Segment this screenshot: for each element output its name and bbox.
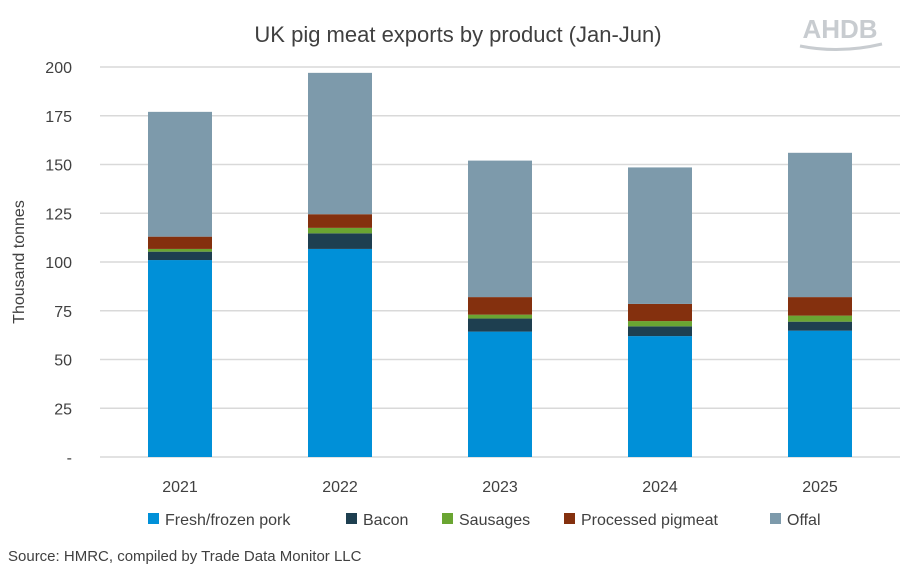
legend-label: Fresh/frozen pork bbox=[165, 512, 291, 529]
y-tick-label: 100 bbox=[45, 255, 72, 272]
y-tick-label: 25 bbox=[54, 401, 72, 418]
bar-segment-processed-pigmeat bbox=[148, 236, 212, 249]
legend-swatch bbox=[442, 513, 453, 524]
bar-segment-processed-pigmeat bbox=[468, 297, 532, 315]
y-tick-label: 175 bbox=[45, 109, 72, 126]
x-tick-label: 2025 bbox=[802, 479, 838, 496]
y-axis-label: Thousand tonnes bbox=[11, 200, 28, 324]
legend-item: Bacon bbox=[346, 512, 408, 529]
y-tick-label: - bbox=[67, 450, 72, 467]
legend-item: Sausages bbox=[442, 512, 530, 529]
bar-segment-sausages bbox=[148, 248, 212, 252]
bar-segment-bacon bbox=[628, 326, 692, 337]
y-tick-label: 50 bbox=[54, 353, 72, 370]
bar-segment-bacon bbox=[788, 321, 852, 331]
legend-item: Fresh/frozen pork bbox=[148, 512, 291, 529]
bar-segment-fresh-frozen-pork bbox=[628, 336, 692, 457]
legend-swatch bbox=[148, 513, 159, 524]
bar-segment-bacon bbox=[308, 233, 372, 249]
bar-segment-sausages bbox=[308, 227, 372, 234]
bar-segment-offal bbox=[308, 72, 372, 215]
bar-segment-sausages bbox=[468, 314, 532, 319]
bar-segment-offal bbox=[788, 152, 852, 298]
legend-swatch bbox=[770, 513, 781, 524]
bar-segment-offal bbox=[468, 160, 532, 298]
legend-item: Offal bbox=[770, 512, 821, 529]
bar-segment-offal bbox=[148, 111, 212, 237]
legend-swatch bbox=[346, 513, 357, 524]
bar-segment-fresh-frozen-pork bbox=[148, 260, 212, 457]
chart-title: UK pig meat exports by product (Jan-Jun) bbox=[254, 22, 661, 47]
legend-label: Processed pigmeat bbox=[581, 512, 719, 529]
x-tick-label: 2021 bbox=[162, 479, 198, 496]
y-tick-label: 125 bbox=[45, 206, 72, 223]
bar-segment-sausages bbox=[628, 321, 692, 327]
bar-segment-fresh-frozen-pork bbox=[468, 331, 532, 457]
y-tick-label: 75 bbox=[54, 304, 72, 321]
x-tick-label: 2022 bbox=[322, 479, 358, 496]
bar-segment-processed-pigmeat bbox=[308, 214, 372, 228]
legend-label: Bacon bbox=[363, 512, 408, 529]
bar-segment-sausages bbox=[788, 315, 852, 322]
svg-text:AHDB: AHDB bbox=[802, 14, 877, 44]
bar-segment-offal bbox=[628, 167, 692, 304]
legend-label: Offal bbox=[787, 512, 821, 529]
ahdb-logo: AHDB bbox=[799, 14, 883, 52]
source-note: Source: HMRC, compiled by Trade Data Mon… bbox=[8, 548, 362, 565]
x-tick-label: 2023 bbox=[482, 479, 518, 496]
y-tick-label: 200 bbox=[45, 60, 72, 77]
legend-label: Sausages bbox=[459, 512, 530, 529]
bar-segment-processed-pigmeat bbox=[788, 297, 852, 316]
x-tick-label: 2024 bbox=[642, 479, 678, 496]
bar-segment-fresh-frozen-pork bbox=[788, 330, 852, 457]
bar-segment-bacon bbox=[148, 251, 212, 261]
bar-segment-processed-pigmeat bbox=[628, 303, 692, 322]
legend-item: Processed pigmeat bbox=[564, 512, 719, 529]
bar-segment-fresh-frozen-pork bbox=[308, 248, 372, 457]
legend-swatch bbox=[564, 513, 575, 524]
bar-segment-bacon bbox=[468, 318, 532, 332]
y-tick-label: 150 bbox=[45, 158, 72, 175]
